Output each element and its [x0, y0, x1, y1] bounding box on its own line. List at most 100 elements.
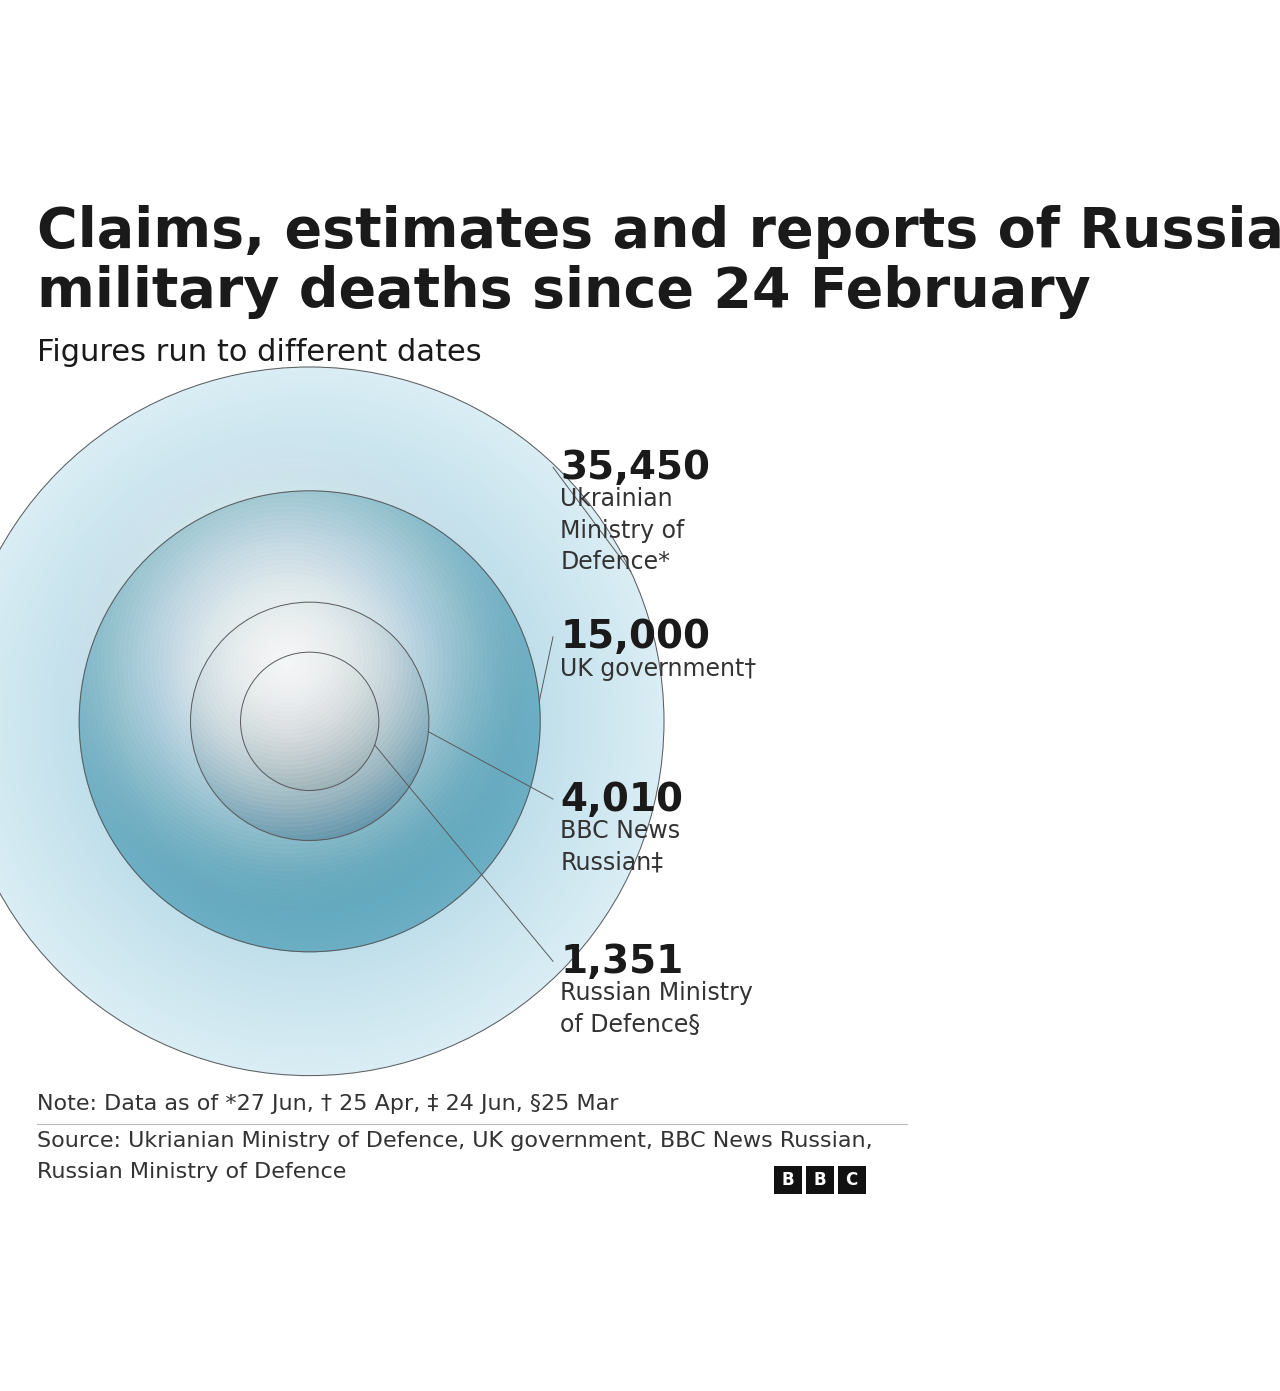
Circle shape: [287, 698, 333, 744]
Circle shape: [29, 441, 590, 1002]
Circle shape: [191, 602, 429, 840]
Circle shape: [143, 555, 476, 887]
Circle shape: [306, 718, 314, 725]
Circle shape: [255, 666, 365, 776]
Circle shape: [247, 658, 372, 785]
Circle shape: [274, 686, 344, 757]
Circle shape: [150, 562, 468, 881]
Circle shape: [259, 670, 361, 772]
Text: UK government†: UK government†: [561, 657, 756, 680]
Circle shape: [242, 654, 378, 789]
Text: Russian Ministry of Defence: Russian Ministry of Defence: [37, 1161, 347, 1182]
Circle shape: [302, 714, 316, 729]
Circle shape: [252, 664, 367, 779]
Circle shape: [15, 427, 604, 1015]
Circle shape: [243, 655, 376, 787]
Circle shape: [264, 675, 356, 768]
Circle shape: [241, 652, 379, 790]
Circle shape: [284, 696, 335, 747]
Circle shape: [79, 491, 540, 951]
Circle shape: [270, 682, 349, 761]
Circle shape: [242, 654, 378, 789]
Circle shape: [150, 524, 425, 800]
Circle shape: [51, 463, 568, 979]
Circle shape: [243, 654, 376, 789]
Circle shape: [278, 689, 342, 754]
Circle shape: [5, 417, 614, 1027]
Circle shape: [262, 673, 357, 769]
Circle shape: [123, 534, 497, 908]
Circle shape: [288, 700, 332, 743]
Circle shape: [186, 561, 389, 764]
Circle shape: [247, 659, 372, 783]
Circle shape: [288, 700, 332, 743]
Circle shape: [159, 534, 416, 790]
Circle shape: [270, 683, 348, 761]
Circle shape: [232, 644, 388, 800]
Circle shape: [0, 385, 646, 1059]
Circle shape: [234, 645, 385, 797]
Circle shape: [218, 629, 402, 814]
Circle shape: [264, 675, 356, 768]
Circle shape: [270, 682, 349, 761]
Circle shape: [205, 616, 415, 826]
Circle shape: [200, 612, 420, 830]
Circle shape: [236, 647, 384, 796]
Circle shape: [305, 716, 315, 726]
Circle shape: [69, 480, 550, 963]
Circle shape: [175, 587, 444, 855]
Circle shape: [221, 633, 398, 810]
Circle shape: [273, 684, 347, 758]
Circle shape: [90, 502, 530, 940]
Circle shape: [279, 654, 297, 672]
Circle shape: [216, 629, 403, 814]
Circle shape: [0, 395, 636, 1047]
Circle shape: [248, 661, 370, 782]
Circle shape: [197, 609, 421, 833]
Circle shape: [136, 548, 484, 894]
Circle shape: [61, 473, 558, 970]
Circle shape: [248, 659, 371, 783]
Circle shape: [260, 672, 360, 771]
Circle shape: [86, 498, 534, 944]
Circle shape: [270, 682, 349, 761]
Circle shape: [252, 664, 367, 779]
Circle shape: [257, 669, 362, 773]
Circle shape: [165, 576, 454, 867]
Circle shape: [284, 696, 335, 747]
Circle shape: [303, 715, 316, 727]
Circle shape: [97, 509, 522, 933]
Circle shape: [97, 509, 522, 933]
Circle shape: [308, 721, 311, 722]
Circle shape: [275, 687, 343, 755]
Circle shape: [305, 716, 315, 726]
Circle shape: [0, 409, 622, 1034]
Circle shape: [114, 526, 506, 917]
Circle shape: [275, 687, 344, 755]
Circle shape: [157, 569, 462, 874]
Circle shape: [186, 597, 434, 846]
Circle shape: [273, 684, 347, 758]
Circle shape: [105, 516, 515, 926]
Circle shape: [116, 527, 503, 915]
Circle shape: [212, 623, 407, 819]
Circle shape: [246, 658, 374, 785]
Circle shape: [210, 622, 408, 821]
Circle shape: [195, 569, 380, 755]
Circle shape: [303, 715, 316, 727]
Circle shape: [278, 689, 342, 754]
Circle shape: [131, 541, 489, 901]
Circle shape: [280, 693, 339, 750]
Text: Claims, estimates and reports of Russian
military deaths since 24 February: Claims, estimates and reports of Russian…: [37, 204, 1280, 319]
Circle shape: [234, 609, 340, 715]
Circle shape: [206, 618, 413, 825]
Circle shape: [261, 672, 358, 771]
Circle shape: [164, 538, 412, 786]
Circle shape: [257, 669, 362, 773]
Circle shape: [201, 613, 419, 829]
Circle shape: [285, 697, 334, 746]
Circle shape: [225, 601, 349, 725]
Circle shape: [93, 505, 526, 938]
Circle shape: [239, 651, 380, 791]
Circle shape: [195, 606, 425, 836]
